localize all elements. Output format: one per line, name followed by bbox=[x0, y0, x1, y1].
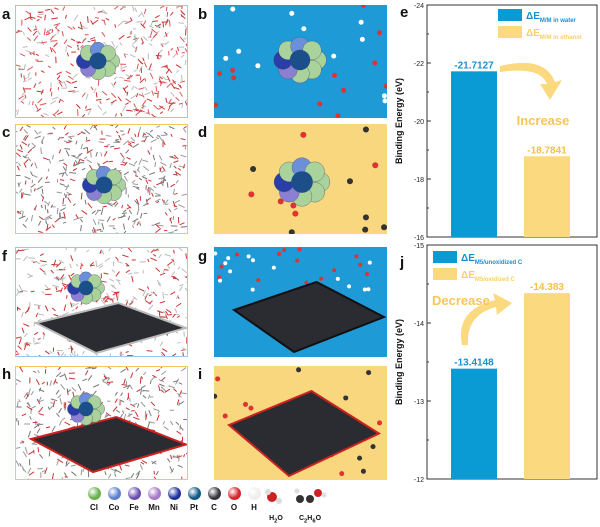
atom-label: H bbox=[251, 503, 257, 512]
annotation-increase: Increase bbox=[517, 113, 570, 128]
panel-label-a: a bbox=[2, 6, 11, 23]
atom-label: O bbox=[230, 503, 238, 512]
panel-render bbox=[214, 247, 387, 354]
plot-frame bbox=[426, 244, 598, 480]
panel-b-cluster-in-water-render bbox=[214, 5, 387, 118]
panel-label-g: g bbox=[198, 248, 208, 265]
panel-render bbox=[16, 6, 187, 117]
panel-h-cluster-on-oxidized-carbon bbox=[15, 366, 188, 480]
y-tick-label: -14 bbox=[414, 321, 424, 328]
atom-ball-icon bbox=[127, 487, 141, 500]
annotation-decrease: Decrease bbox=[432, 293, 490, 308]
panel-c-ethanol-md-snapshot bbox=[15, 124, 188, 234]
bar-value-label: -18.7841 bbox=[527, 145, 567, 156]
panel-render bbox=[16, 125, 187, 233]
panel-f-cluster-on-carbon-water bbox=[15, 247, 188, 357]
atom-label: C bbox=[211, 503, 217, 512]
y-axis-label: Binding Energy (eV) bbox=[394, 78, 404, 164]
panel-label-i: i bbox=[198, 366, 203, 383]
legend-molecule-c2h6o: C2H6O bbox=[292, 487, 328, 524]
decrease-arrow-icon bbox=[460, 293, 512, 345]
y-tick-label: -18 bbox=[414, 177, 424, 184]
molecule-label: C2H6O bbox=[298, 515, 322, 525]
atom-ball-icon bbox=[247, 487, 261, 500]
y-tick-label: -15 bbox=[414, 243, 424, 250]
bar-blue bbox=[451, 71, 497, 238]
panel-label-f: f bbox=[2, 248, 7, 265]
chart-j: -15 -14 -13 -12 Binding Energy (eV) -13.4148 -… bbox=[394, 243, 598, 484]
y-tick-label: -13 bbox=[414, 399, 424, 406]
legend-atom-o: O bbox=[222, 487, 246, 512]
y-tick-label: -24 bbox=[414, 3, 424, 10]
legend-atom-h: H bbox=[242, 487, 266, 512]
panel-a-water-md-snapshot bbox=[15, 5, 188, 118]
molecule-icon bbox=[265, 489, 282, 504]
legend-atom-co: Co bbox=[102, 487, 126, 512]
atom-ball-icon bbox=[167, 487, 181, 500]
atom-label: Fe bbox=[129, 503, 139, 512]
panel-label-j: j bbox=[400, 254, 405, 271]
atom-ball-icon bbox=[187, 487, 201, 500]
atom-label: Cl bbox=[90, 503, 98, 512]
panel-label-b: b bbox=[198, 6, 208, 23]
panel-label-c: c bbox=[2, 124, 11, 141]
atom-label: Pt bbox=[190, 503, 198, 512]
y-axis-label: Binding Energy (eV) bbox=[394, 319, 404, 405]
molecule-label: H2O bbox=[269, 515, 283, 525]
atom-ball-icon bbox=[147, 487, 161, 500]
legend-atom-c: C bbox=[202, 487, 226, 512]
atom-ball-icon bbox=[207, 487, 221, 500]
atom-ball-icon bbox=[87, 487, 101, 500]
atom-ball-icon bbox=[227, 487, 241, 500]
panel-g-carbon-sheet-water-render bbox=[214, 247, 387, 357]
panel-render bbox=[214, 5, 387, 118]
y-tick-label: -20 bbox=[414, 119, 424, 126]
panel-label-e: e bbox=[400, 4, 409, 21]
atom-label: Mn bbox=[148, 503, 160, 512]
legend-atom-pt: Pt bbox=[182, 487, 206, 512]
y-tick-label: -16 bbox=[414, 235, 424, 242]
panel-label-h: h bbox=[2, 366, 12, 383]
panel-i-carbon-sheet-ethanol-render bbox=[214, 366, 387, 480]
panel-render bbox=[214, 367, 383, 478]
legend-atom-mn: Mn bbox=[142, 487, 166, 512]
bar-value-label: -13.4148 bbox=[454, 358, 494, 369]
legend-entry: ΔEM5/unoxidized C bbox=[461, 253, 523, 266]
panel-render bbox=[16, 367, 187, 479]
legend-entry: ΔEM/M in water bbox=[526, 11, 577, 24]
legend-swatch bbox=[498, 26, 522, 38]
atom-ball-icon bbox=[107, 487, 121, 500]
legend-swatch bbox=[433, 268, 457, 280]
legend-atom-fe: Fe bbox=[122, 487, 146, 512]
atom-label: Co bbox=[108, 503, 120, 512]
legend-swatch bbox=[498, 9, 522, 21]
panel-d-cluster-in-ethanol-render bbox=[214, 124, 387, 234]
panel-label-d: d bbox=[198, 124, 208, 141]
legend-atom-cl: Cl bbox=[82, 487, 106, 512]
bar-yellow bbox=[524, 293, 570, 479]
y-tick-label: -22 bbox=[414, 61, 424, 68]
panel-render bbox=[16, 248, 187, 356]
bar-yellow bbox=[524, 156, 570, 237]
bar-value-label: -14.383 bbox=[530, 282, 564, 293]
atom-label: Ni bbox=[170, 503, 178, 512]
panel-render bbox=[248, 126, 387, 234]
chart-e: -24 -22 -20 -18 -16 Binding Energy (eV) -21.71… bbox=[394, 3, 598, 242]
plot-frame bbox=[426, 4, 598, 238]
increase-arrow-icon bbox=[500, 62, 562, 100]
legend-swatch bbox=[433, 251, 457, 263]
legend-molecule-h2o: H2O bbox=[258, 487, 294, 524]
molecule-icon bbox=[294, 488, 327, 503]
y-tick-label: -12 bbox=[414, 477, 424, 484]
legend-entry: ΔEM5/oxidized C bbox=[461, 270, 516, 283]
legend-entry: ΔEM/M in ethanol bbox=[526, 28, 582, 41]
bar-blue bbox=[451, 368, 497, 479]
legend-atom-ni: Ni bbox=[162, 487, 186, 512]
bar-value-label: -21.7127 bbox=[454, 60, 494, 71]
